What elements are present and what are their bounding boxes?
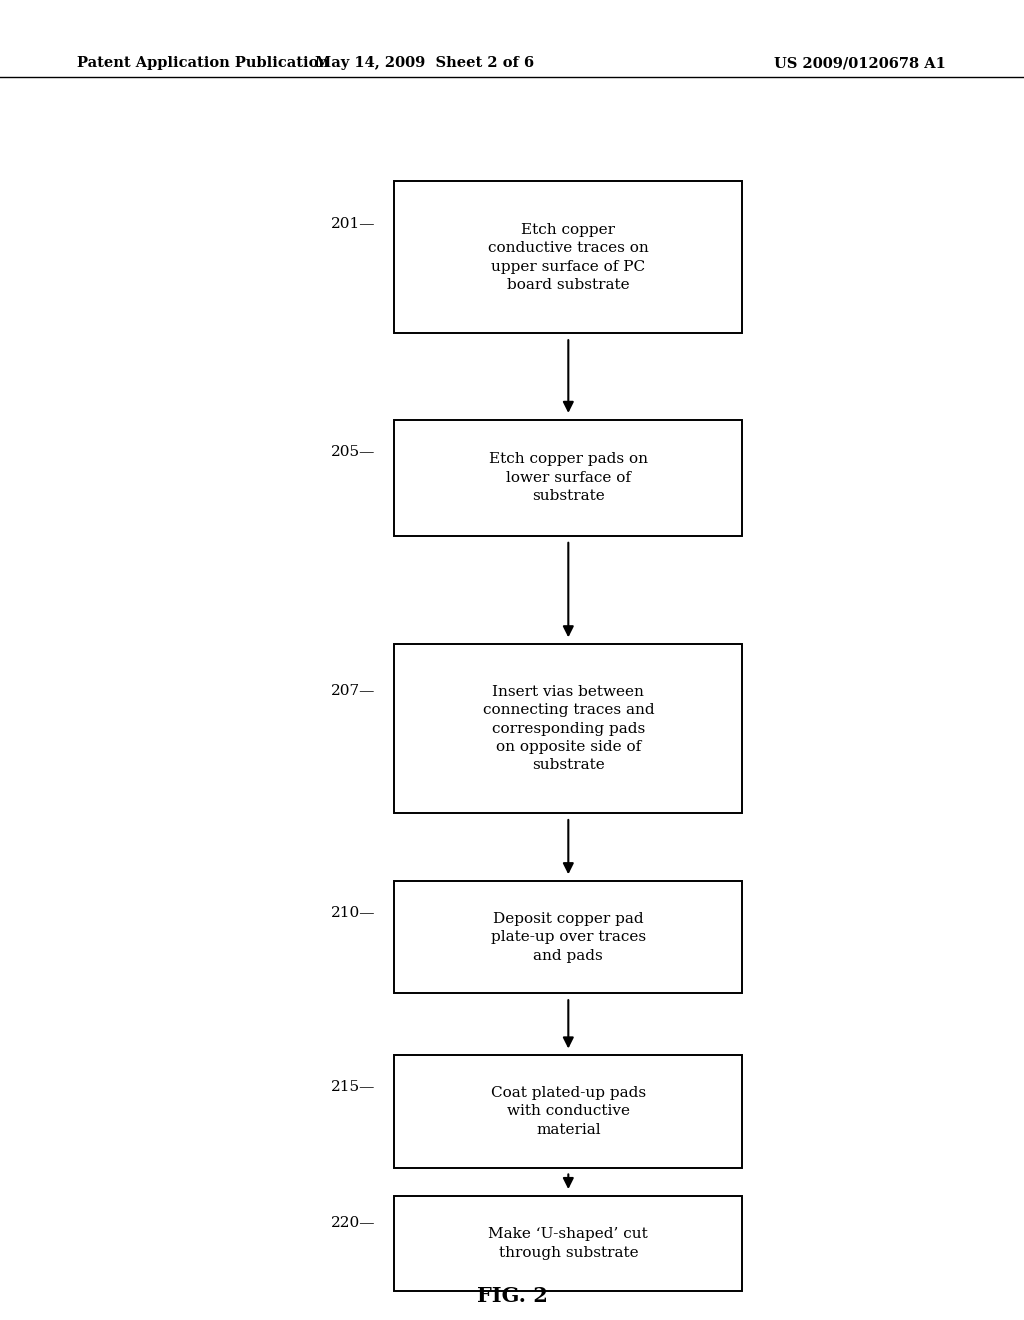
Text: US 2009/0120678 A1: US 2009/0120678 A1 <box>774 57 946 70</box>
Bar <box>394 882 742 993</box>
Bar <box>394 644 742 813</box>
Text: 220—: 220— <box>332 1216 376 1229</box>
Text: Deposit copper pad
plate-up over traces
and pads: Deposit copper pad plate-up over traces … <box>490 912 646 962</box>
Text: Insert vias between
connecting traces and
corresponding pads
on opposite side of: Insert vias between connecting traces an… <box>482 685 654 772</box>
Text: Etch copper pads on
lower surface of
substrate: Etch copper pads on lower surface of sub… <box>488 453 648 503</box>
Bar <box>394 1196 742 1291</box>
Text: May 14, 2009  Sheet 2 of 6: May 14, 2009 Sheet 2 of 6 <box>315 57 535 70</box>
Text: Etch copper
conductive traces on
upper surface of PC
board substrate: Etch copper conductive traces on upper s… <box>488 223 648 292</box>
Text: Make ‘U-shaped’ cut
through substrate: Make ‘U-shaped’ cut through substrate <box>488 1228 648 1259</box>
Text: 215—: 215— <box>332 1080 376 1094</box>
Text: 210—: 210— <box>332 906 376 920</box>
Text: 207—: 207— <box>332 685 376 698</box>
Text: FIG. 2: FIG. 2 <box>476 1286 548 1307</box>
Text: Patent Application Publication: Patent Application Publication <box>77 57 329 70</box>
Bar <box>394 420 742 536</box>
Text: 201—: 201— <box>332 216 376 231</box>
Text: 205—: 205— <box>332 445 376 459</box>
Bar <box>394 1056 742 1168</box>
Bar <box>394 181 742 333</box>
Text: Coat plated-up pads
with conductive
material: Coat plated-up pads with conductive mate… <box>490 1086 646 1137</box>
